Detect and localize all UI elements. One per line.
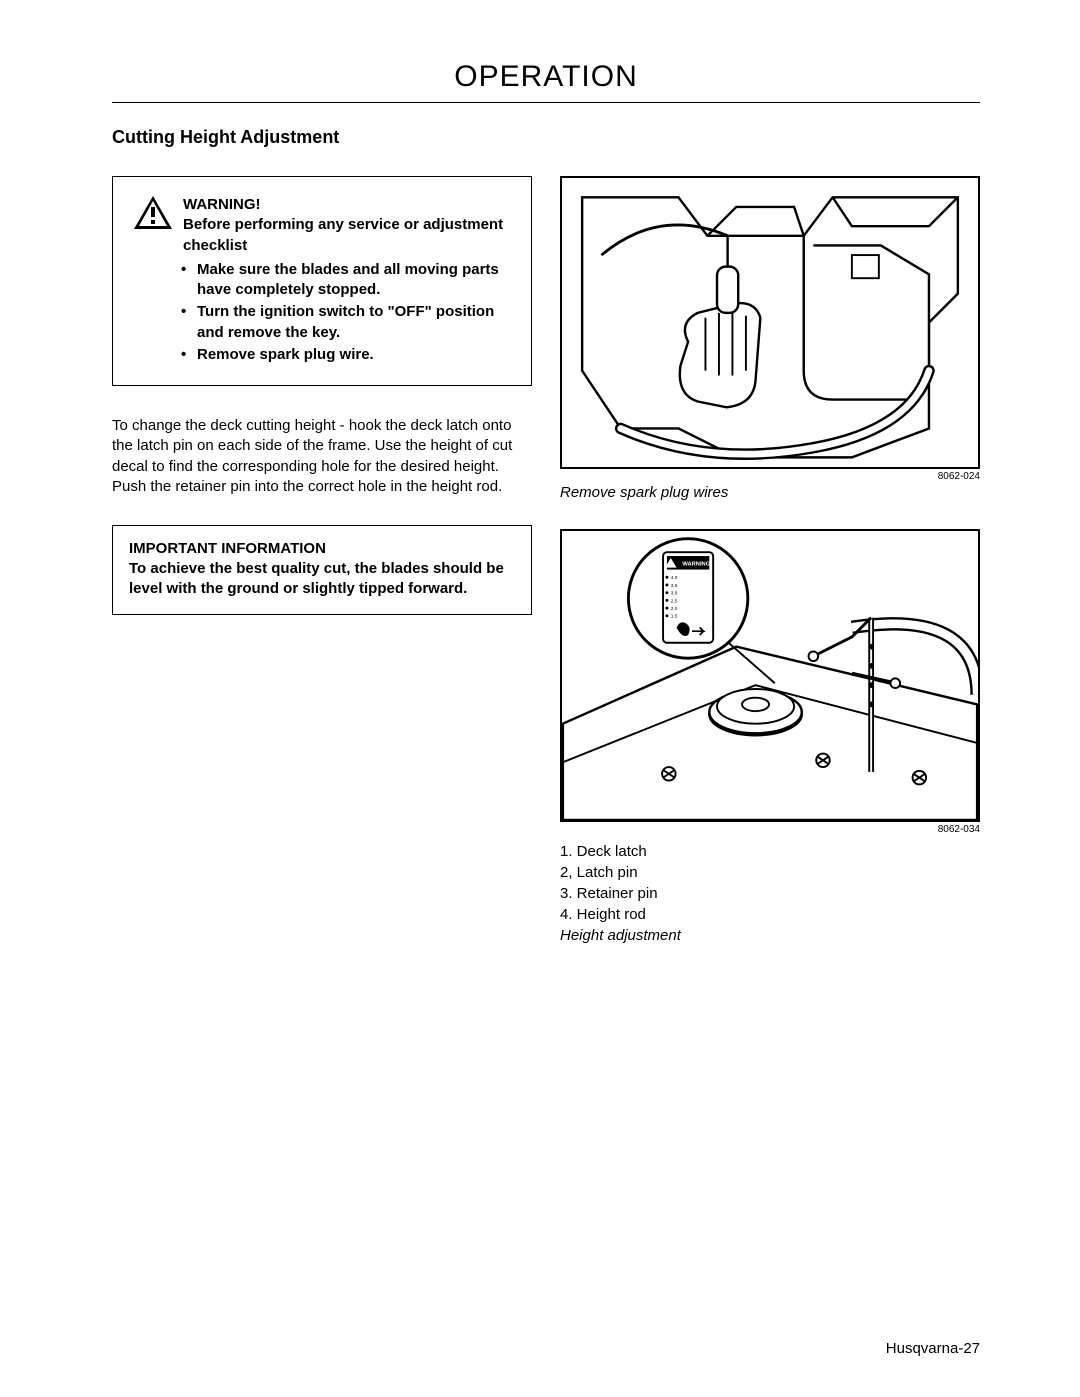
- figure-1-caption: Remove spark plug wires: [560, 484, 980, 501]
- height-adjustment-diagram-icon: WARNING 4.0 3.5 3.02.5 2.0 1.5: [562, 531, 978, 820]
- left-column: WARNING! Before performing any service o…: [112, 176, 532, 972]
- warning-bullet: Remove spark plug wire.: [181, 345, 511, 365]
- warning-bullet: Turn the ignition switch to "OFF" positi…: [181, 302, 511, 343]
- spark-plug-diagram-icon: [562, 178, 978, 467]
- warning-intro: Before performing any service or adjustm…: [183, 215, 511, 256]
- svg-text:3.5: 3.5: [671, 583, 678, 589]
- legend-item: 3. Retainer pin: [560, 883, 980, 904]
- warning-box: WARNING! Before performing any service o…: [112, 176, 532, 386]
- figure-2-frame: WARNING 4.0 3.5 3.02.5 2.0 1.5: [560, 529, 980, 822]
- info-heading: IMPORTANT INFORMATION: [129, 540, 515, 557]
- warning-bullet: Make sure the blades and all moving part…: [181, 260, 511, 301]
- svg-text:2.5: 2.5: [671, 598, 678, 604]
- page-footer: Husqvarna-27: [886, 1340, 980, 1357]
- figure-1-number: 8062-024: [560, 471, 980, 482]
- svg-text:2.0: 2.0: [671, 606, 678, 612]
- content-columns: WARNING! Before performing any service o…: [112, 176, 980, 972]
- legend-item: 4. Height rod: [560, 904, 980, 925]
- legend-item: 1. Deck latch: [560, 841, 980, 862]
- figure-2-caption: Height adjustment: [560, 927, 980, 944]
- body-paragraph: To change the deck cutting height - hook…: [112, 416, 532, 497]
- svg-text:3.0: 3.0: [671, 591, 678, 597]
- figure-2-number: 8062-034: [560, 824, 980, 835]
- warning-bullets: Make sure the blades and all moving part…: [133, 260, 511, 365]
- important-info-box: IMPORTANT INFORMATION To achieve the bes…: [112, 525, 532, 615]
- warning-triangle-icon: [133, 195, 173, 231]
- right-column: 8062-024 Remove spark plug wires: [560, 176, 980, 972]
- legend-item: 2, Latch pin: [560, 862, 980, 883]
- page-title: OPERATION: [112, 60, 980, 103]
- section-subtitle: Cutting Height Adjustment: [112, 127, 980, 148]
- figure-2-legend: 1. Deck latch 2, Latch pin 3. Retainer p…: [560, 841, 980, 925]
- svg-text:4.0: 4.0: [671, 575, 678, 581]
- info-text: To achieve the best quality cut, the bla…: [129, 559, 515, 600]
- svg-text:1.5: 1.5: [671, 614, 678, 620]
- warning-label: WARNING!: [183, 195, 511, 215]
- svg-text:WARNING: WARNING: [682, 562, 710, 568]
- figure-1-frame: [560, 176, 980, 469]
